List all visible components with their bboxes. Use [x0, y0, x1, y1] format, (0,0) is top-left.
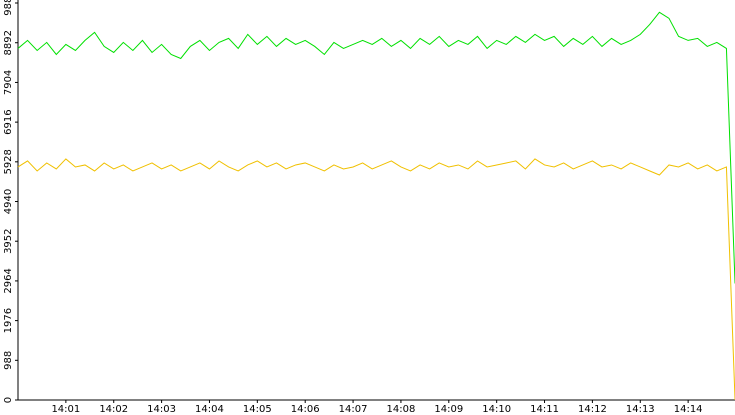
y-tick-label: 5928 [3, 149, 14, 174]
y-tick-label: 3952 [3, 228, 14, 253]
y-tick-label: 4940 [3, 189, 14, 214]
x-tick-label: 14:01 [51, 404, 80, 415]
x-tick-label: 14:09 [434, 404, 463, 415]
y-tick-label: 2964 [3, 268, 14, 293]
x-tick-label: 14:11 [530, 404, 559, 415]
series-line [17, 158, 735, 401]
series-line [17, 11, 735, 284]
x-tick-label: 14:03 [147, 404, 176, 415]
y-tick-label: 988 [3, 351, 14, 370]
y-tick-label: 8892 [3, 30, 14, 55]
x-tick-label: 14:07 [339, 404, 368, 415]
x-tick-label: 14:06 [291, 404, 320, 415]
y-tick-label: 6916 [3, 109, 14, 134]
y-tick-label: 1976 [3, 308, 14, 333]
y-tick-label: 9881 [3, 0, 14, 16]
y-tick-label: 7904 [3, 70, 14, 95]
x-tick-label: 14:05 [243, 404, 272, 415]
x-tick-label: 14:12 [578, 404, 607, 415]
x-tick-label: 14:08 [387, 404, 416, 415]
x-tick-label: 14:14 [674, 404, 703, 415]
x-tick-label: 14:02 [99, 404, 128, 415]
x-tick-label: 14:04 [195, 404, 224, 415]
y-tick-label: 0 [3, 397, 14, 403]
x-tick-label: 14:13 [626, 404, 655, 415]
x-tick-label: 14:10 [482, 404, 511, 415]
